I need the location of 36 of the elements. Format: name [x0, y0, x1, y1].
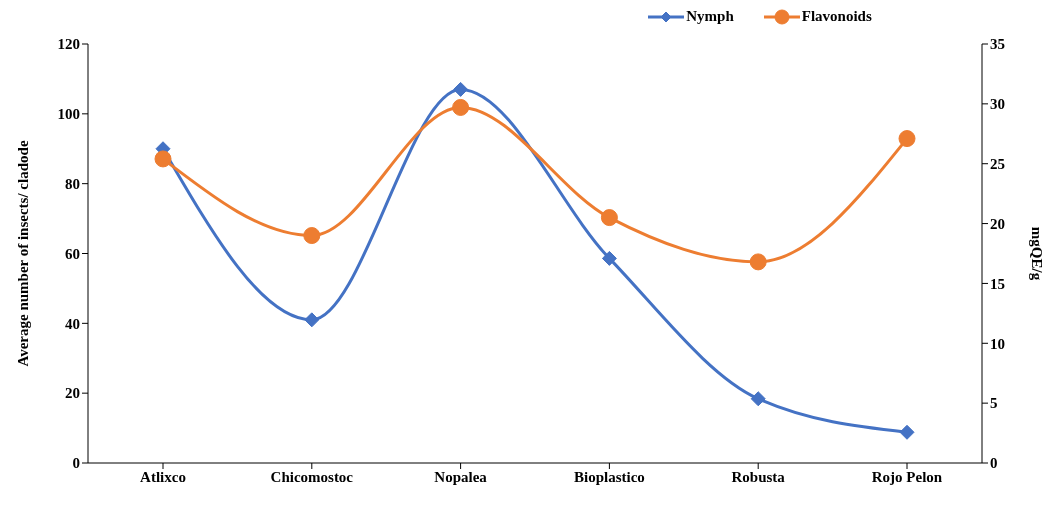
y2-tick-label: 15 [990, 275, 1005, 292]
point [453, 81, 469, 97]
y2-tick-label: 5 [990, 395, 998, 412]
y-tick-label: 60 [65, 245, 80, 262]
point [452, 98, 470, 116]
y-tick-label: 40 [65, 315, 80, 332]
point [899, 424, 915, 440]
point [601, 250, 617, 266]
y-axis-title: Average number of insects/ cladode [15, 140, 32, 367]
y2-tick-label: 20 [990, 215, 1005, 232]
point [749, 253, 767, 271]
point [750, 391, 766, 407]
x-tick-label: Nopalea [434, 468, 488, 485]
y-tick-label: 100 [57, 106, 80, 123]
point [154, 150, 172, 168]
y-tick-label: 0 [72, 455, 80, 472]
x-tick-label: Robusta [731, 468, 786, 485]
legend-label: Flavonoids [801, 8, 872, 25]
point [303, 227, 321, 245]
x-tick-label: Atlixco [140, 468, 186, 485]
point [898, 130, 916, 148]
y-tick-label: 120 [57, 36, 80, 53]
point [304, 312, 320, 328]
y-tick-label: 20 [65, 385, 80, 402]
y-tick-label: 80 [65, 175, 80, 192]
x-tick-label: Rojo Pelon [871, 468, 943, 485]
y2-tick-label: 0 [990, 455, 998, 472]
legend-label: Nymph [686, 8, 734, 25]
y2-tick-label: 10 [990, 335, 1005, 352]
y2-tick-label: 35 [990, 36, 1005, 53]
y2-axis-title: mgQE/g [1028, 226, 1045, 281]
point [600, 209, 618, 227]
y2-tick-label: 30 [990, 96, 1005, 113]
x-tick-label: Chicomostoc [270, 468, 354, 485]
x-tick-label: Bioplastico [573, 468, 645, 485]
y2-tick-label: 25 [990, 156, 1005, 173]
